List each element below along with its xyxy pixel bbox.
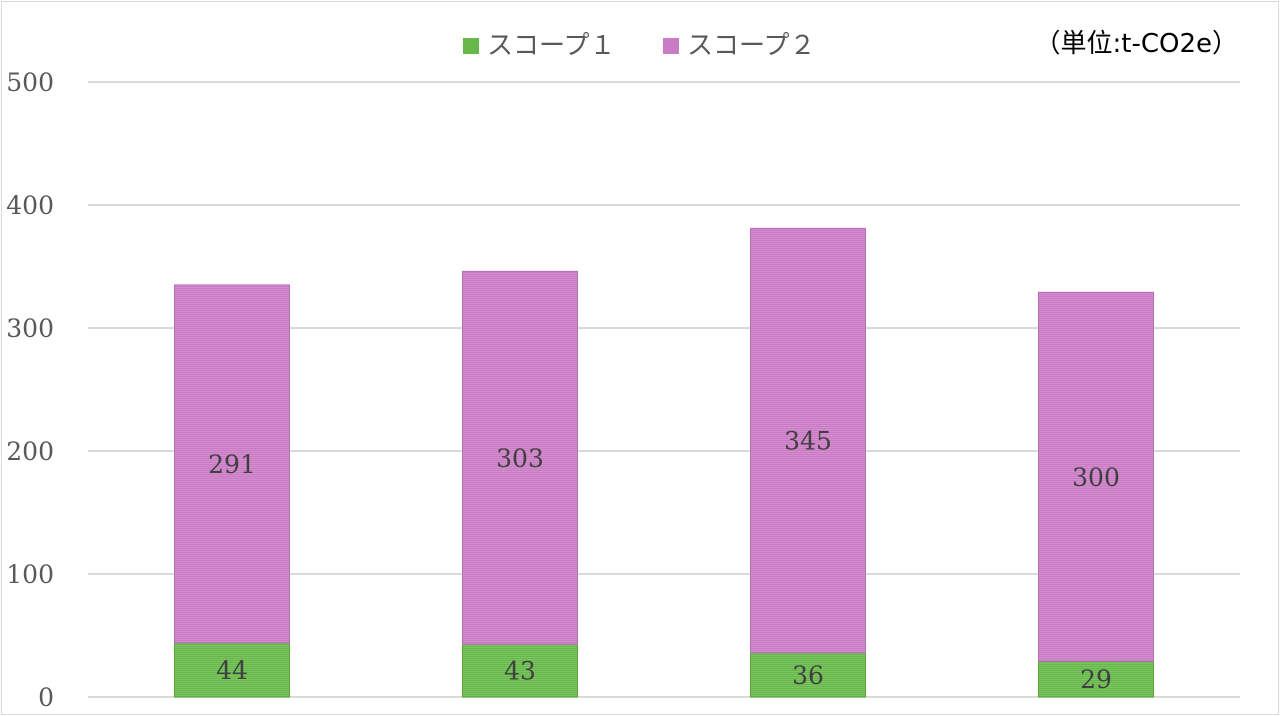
bar-series1-cat4 bbox=[1038, 660, 1154, 698]
legend-swatch-series1 bbox=[463, 38, 479, 54]
bar-series2-cat2 bbox=[462, 270, 578, 645]
legend-label-series1: スコープ１ bbox=[487, 31, 615, 61]
data-label-series2-cat1: 291 bbox=[208, 450, 256, 479]
data-label-series1-cat2: 43 bbox=[504, 657, 536, 686]
data-label-series2-cat2: 303 bbox=[496, 444, 544, 473]
y-tick-label-100: 100 bbox=[6, 560, 54, 589]
bar-series2-cat3 bbox=[750, 227, 866, 654]
bar-series2-cat1 bbox=[174, 284, 290, 644]
data-labels: 44 291 43 303 36 345 29 300 bbox=[208, 427, 1120, 695]
legend-swatch-series2 bbox=[663, 38, 679, 54]
y-axis-ticks: 0 100 200 300 400 500 bbox=[6, 68, 54, 712]
data-label-series1-cat1: 44 bbox=[216, 656, 248, 685]
data-label-series2-cat3: 345 bbox=[784, 427, 832, 456]
y-tick-label-500: 500 bbox=[6, 68, 54, 97]
y-tick-label-0: 0 bbox=[38, 683, 54, 712]
bar-series1-cat1 bbox=[174, 642, 290, 698]
legend: スコープ１ スコープ２ bbox=[463, 31, 815, 61]
bar-series2-cat4 bbox=[1038, 291, 1154, 662]
unit-note: （単位:t-CO2e） bbox=[1035, 29, 1239, 59]
data-label-series1-cat3: 36 bbox=[792, 661, 824, 690]
y-tick-label-400: 400 bbox=[6, 191, 54, 220]
bars bbox=[174, 227, 1154, 698]
legend-label-series2: スコープ２ bbox=[687, 31, 815, 61]
data-label-series2-cat4: 300 bbox=[1072, 463, 1120, 492]
data-label-series1-cat4: 29 bbox=[1080, 665, 1112, 694]
bar-series1-cat3 bbox=[750, 652, 866, 698]
y-tick-label-300: 300 bbox=[6, 314, 54, 343]
y-tick-label-200: 200 bbox=[6, 437, 54, 466]
